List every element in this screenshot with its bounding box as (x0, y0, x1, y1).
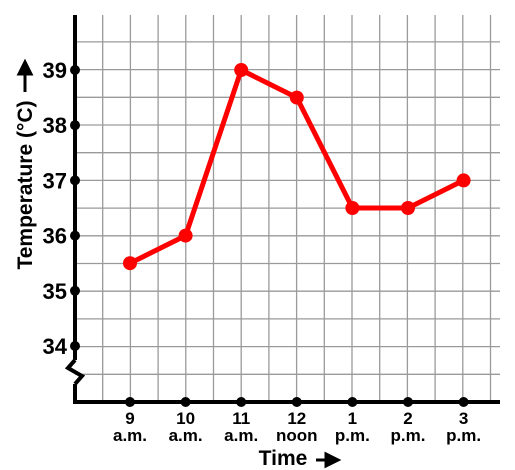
y-tick-dot (70, 65, 80, 75)
y-tick-label: 34 (43, 334, 68, 359)
y-tick-label: 39 (43, 58, 67, 83)
y-axis-title: Temperature (°C) (14, 100, 37, 269)
x-tick-sublabel: p.m. (446, 426, 481, 445)
x-axis-title: Time (259, 447, 308, 470)
y-tick-dot (70, 230, 80, 241)
x-tick-label: 12 (287, 409, 306, 428)
x-tick-sublabel: a.m. (169, 426, 203, 445)
data-point (123, 256, 137, 271)
x-tick-dot (236, 397, 247, 407)
data-point (178, 228, 193, 243)
x-axis-arrow-icon (316, 451, 342, 469)
x-tick-label: 11 (232, 409, 250, 428)
x-tick-sublabel: a.m. (113, 426, 147, 445)
data-point (234, 63, 249, 77)
x-tick-sublabel: a.m. (224, 426, 258, 445)
y-axis-break-mark (64, 358, 86, 386)
y-tick-label: 38 (43, 113, 67, 138)
data-point (401, 201, 415, 215)
data-point (345, 201, 360, 215)
y-axis-arrow-icon (16, 58, 34, 92)
x-tick-dot (403, 397, 413, 407)
x-tick-label: 2 (403, 409, 412, 428)
y-tick-label: 37 (43, 168, 67, 193)
x-tick-dot (125, 397, 135, 407)
y-axis-ticks: 34 35 36 37 38 39 (43, 58, 80, 359)
x-tick-dot (347, 397, 358, 407)
x-tick-label: 9 (125, 409, 134, 428)
data-point (289, 90, 304, 105)
chart-grid (75, 15, 500, 402)
x-tick-label: 3 (459, 409, 468, 428)
y-tick-label: 35 (43, 279, 67, 304)
x-tick-sublabel: noon (276, 426, 318, 445)
x-tick-label: 10 (176, 409, 195, 428)
x-tick-dot (180, 397, 191, 407)
y-tick-dot (70, 120, 80, 131)
x-tick-dot (291, 397, 302, 407)
axis-titles: Temperature (°C) Time (14, 58, 342, 470)
data-point (456, 173, 471, 188)
x-tick-sublabel: p.m. (335, 426, 370, 445)
x-tick-sublabel: p.m. (391, 426, 426, 445)
x-tick-dot (458, 397, 469, 407)
y-tick-label: 36 (43, 224, 67, 249)
y-tick-dot (70, 175, 80, 186)
x-tick-label: 1 (348, 409, 357, 428)
y-tick-dot (70, 341, 80, 351)
y-tick-dot (70, 285, 80, 296)
series-layer (123, 63, 471, 271)
